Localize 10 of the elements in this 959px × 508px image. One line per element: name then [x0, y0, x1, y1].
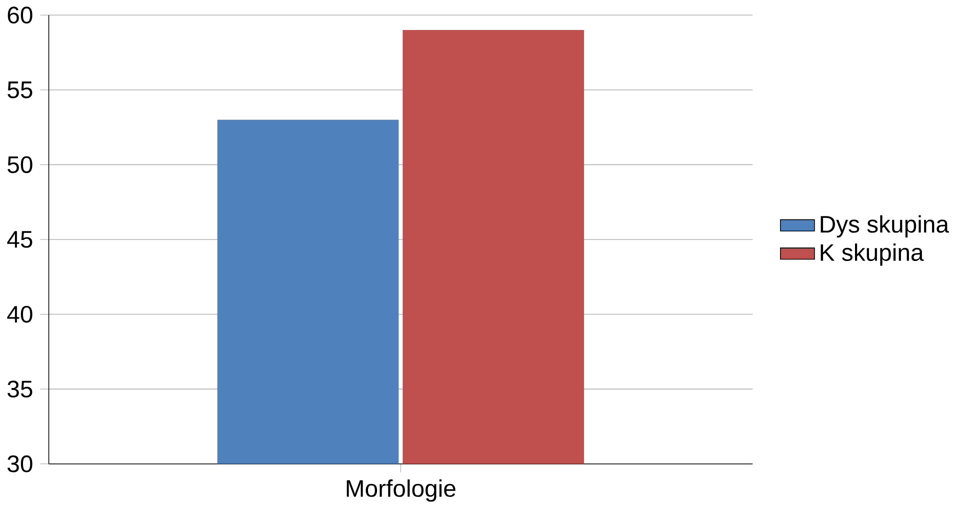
x-tick-label: Morfologie: [346, 479, 456, 502]
y-tick-label: 60: [8, 6, 32, 24]
y-tick-label: 35: [8, 380, 32, 398]
y-tick-label: 30: [8, 455, 32, 472]
legend-label: K skupina: [820, 243, 924, 266]
y-tick-label: 55: [8, 81, 32, 98]
y-tick-label: 50: [8, 156, 32, 173]
y-tick-label: 40: [7, 306, 32, 323]
legend-label: Dys skupina: [820, 215, 949, 238]
y-tick-label: 45: [7, 230, 32, 248]
